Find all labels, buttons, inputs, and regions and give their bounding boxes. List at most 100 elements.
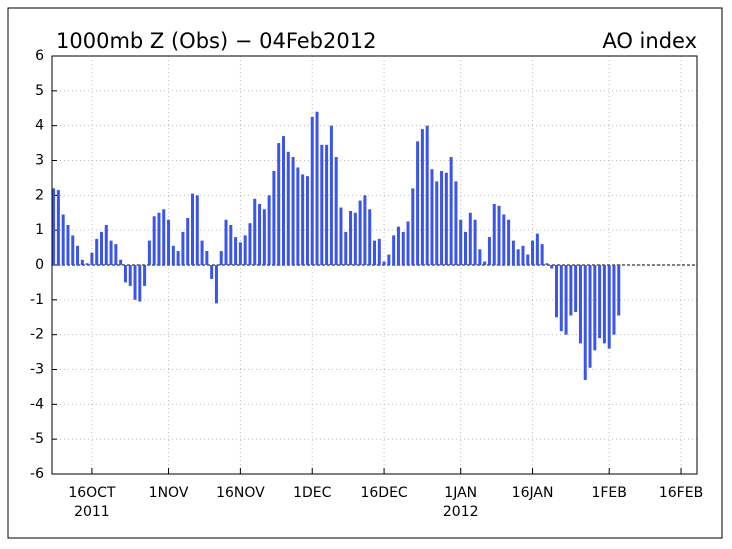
bar	[545, 263, 549, 265]
bar	[425, 125, 429, 266]
frame	[7, 7, 723, 539]
bar	[147, 240, 151, 265]
bar	[468, 212, 472, 265]
plot-border	[51, 55, 698, 475]
bar	[95, 238, 99, 265]
bar	[133, 265, 137, 300]
bar	[214, 265, 218, 304]
bar	[531, 240, 535, 265]
bar	[176, 251, 180, 265]
bar	[411, 188, 415, 265]
bar	[511, 240, 515, 265]
bar	[569, 265, 573, 316]
y-tick-label: -1	[30, 292, 44, 308]
bar	[363, 195, 367, 265]
bar	[104, 224, 108, 265]
bar	[526, 254, 530, 265]
y-tick-label: 2	[35, 187, 44, 203]
bar	[301, 174, 305, 265]
bar	[272, 170, 276, 265]
bar	[123, 265, 127, 283]
bar	[205, 251, 209, 265]
bar	[344, 231, 348, 265]
y-tick-label: 3	[35, 153, 44, 169]
bar	[387, 254, 391, 265]
bar	[507, 219, 511, 265]
bar	[119, 259, 123, 265]
bar	[516, 249, 520, 265]
bar	[296, 167, 300, 265]
bar	[559, 265, 563, 332]
y-tick-label: 0	[35, 257, 44, 273]
x-tick-label: 1NOV	[149, 485, 189, 501]
bar	[190, 193, 194, 265]
y-tick-label: -5	[30, 431, 44, 447]
bar	[602, 265, 606, 344]
bar	[157, 212, 161, 265]
bar	[420, 129, 424, 265]
bar	[61, 214, 65, 265]
bar	[52, 188, 56, 265]
bar	[497, 205, 501, 265]
bar	[416, 141, 420, 265]
bar	[186, 217, 190, 265]
bar	[373, 240, 376, 265]
bar	[449, 157, 453, 265]
bar	[109, 240, 113, 265]
bar	[464, 231, 468, 265]
bar	[329, 125, 333, 266]
bar	[248, 223, 252, 265]
bar	[483, 261, 487, 265]
bar	[478, 249, 482, 265]
bar	[85, 263, 89, 265]
y-tick-label: 4	[35, 118, 44, 134]
chart-subtitle: AO index	[602, 29, 697, 53]
bar	[99, 231, 103, 265]
bar	[56, 190, 60, 265]
bar	[607, 265, 611, 349]
bar	[550, 265, 554, 269]
bar	[310, 116, 314, 265]
bar	[138, 265, 142, 302]
bar	[291, 157, 295, 265]
bar	[286, 151, 290, 265]
bar	[80, 259, 84, 265]
bar	[219, 251, 223, 265]
chart-title: 1000mb Z (Obs) − 04Feb2012	[56, 29, 376, 53]
bar	[334, 157, 338, 265]
bar	[349, 211, 353, 265]
bar	[578, 265, 582, 344]
bar	[234, 237, 238, 265]
bar	[262, 209, 266, 265]
bar	[325, 144, 329, 265]
bar	[152, 216, 156, 265]
bar	[238, 242, 242, 265]
bar	[114, 244, 118, 265]
bar	[382, 261, 386, 265]
bar	[143, 265, 147, 286]
bar	[128, 265, 132, 286]
bar	[320, 144, 324, 265]
bar	[162, 209, 166, 265]
x-year-label: 2012	[443, 504, 479, 520]
bar	[305, 176, 309, 265]
y-tick-label: -3	[30, 362, 44, 378]
bar	[171, 245, 175, 265]
bar	[181, 231, 185, 265]
bar	[435, 181, 439, 265]
x-tick-label: 16JAN	[512, 485, 554, 501]
bar	[210, 265, 214, 279]
bar	[195, 195, 199, 265]
x-year-label: 2011	[74, 504, 110, 520]
bar	[90, 252, 94, 265]
bar	[521, 245, 525, 265]
bar	[583, 265, 587, 380]
bar	[243, 235, 247, 265]
bar	[353, 212, 357, 265]
y-tick-label: 5	[35, 83, 44, 99]
x-tick-label: 16FEB	[659, 485, 703, 501]
y-tick-label: -4	[30, 396, 44, 412]
bar	[396, 226, 400, 265]
